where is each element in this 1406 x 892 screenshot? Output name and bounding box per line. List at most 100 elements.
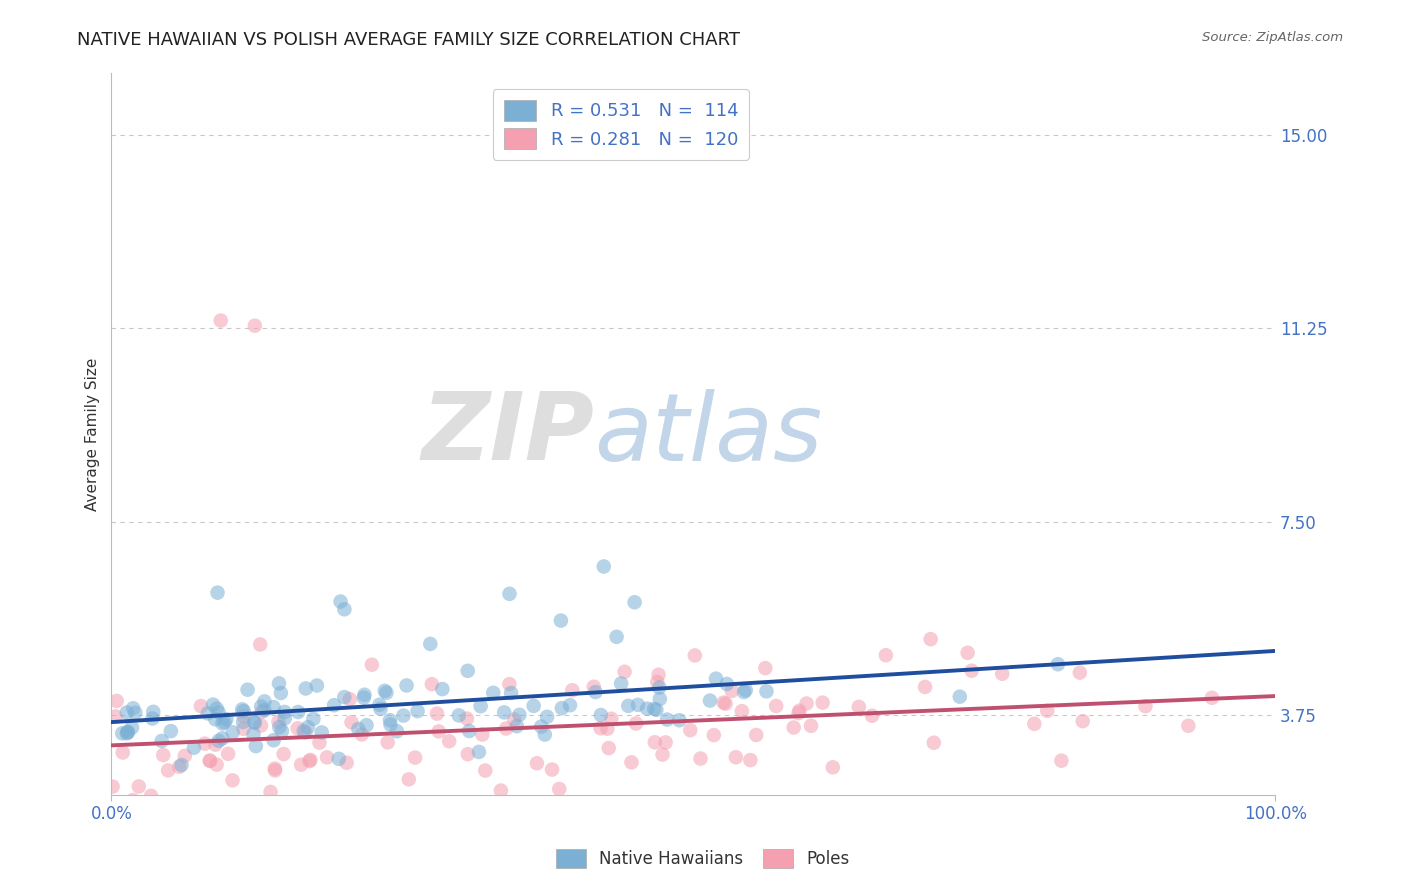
Point <box>482 686 505 700</box>
Point <box>821 760 844 774</box>
Legend: Native Hawaiians, Poles: Native Hawaiians, Poles <box>550 842 856 875</box>
Point <box>848 699 870 714</box>
Point <box>551 701 574 715</box>
Point <box>150 734 173 748</box>
Point <box>596 722 619 736</box>
Point <box>432 682 454 697</box>
Point <box>274 711 297 725</box>
Point <box>211 716 233 731</box>
Point <box>232 709 254 723</box>
Point <box>115 706 138 720</box>
Point <box>645 703 668 717</box>
Point <box>651 747 673 762</box>
Point <box>787 706 810 720</box>
Point <box>426 706 449 721</box>
Point <box>350 727 373 741</box>
Point <box>211 731 233 746</box>
Point <box>270 686 292 700</box>
Point <box>298 754 321 768</box>
Point <box>811 696 834 710</box>
Point <box>713 696 735 710</box>
Point <box>157 764 180 778</box>
Point <box>328 752 350 766</box>
Point <box>105 694 128 708</box>
Point <box>956 646 979 660</box>
Point <box>152 748 174 763</box>
Point <box>647 667 669 681</box>
Point <box>204 738 226 752</box>
Point <box>215 712 238 726</box>
Point <box>190 699 212 714</box>
Point <box>617 698 640 713</box>
Point <box>117 725 139 739</box>
Point <box>636 701 658 715</box>
Point <box>385 724 408 739</box>
Point <box>316 750 339 764</box>
Text: Source: ZipAtlas.com: Source: ZipAtlas.com <box>1202 31 1343 45</box>
Point <box>122 701 145 715</box>
Point <box>498 587 520 601</box>
Point <box>765 698 787 713</box>
Point <box>111 726 134 740</box>
Point <box>654 735 676 749</box>
Point <box>523 698 546 713</box>
Point <box>290 757 312 772</box>
Point <box>195 805 218 820</box>
Point <box>267 676 290 690</box>
Point <box>368 698 391 712</box>
Point <box>470 699 492 714</box>
Point <box>613 665 636 679</box>
Point <box>548 781 571 796</box>
Point <box>716 677 738 691</box>
Point <box>724 750 747 764</box>
Point <box>503 713 526 727</box>
Point <box>456 712 478 726</box>
Point <box>139 789 162 803</box>
Point <box>263 733 285 747</box>
Point <box>243 318 266 333</box>
Point <box>198 754 221 768</box>
Point <box>526 756 548 771</box>
Point <box>217 747 239 761</box>
Point <box>121 721 143 735</box>
Point <box>380 717 402 731</box>
Point <box>249 637 271 651</box>
Point <box>197 706 219 721</box>
Point <box>468 745 491 759</box>
Point <box>267 714 290 729</box>
Point <box>336 756 359 770</box>
Point <box>1069 665 1091 680</box>
Point <box>1024 716 1046 731</box>
Point <box>377 735 399 749</box>
Point <box>208 734 231 748</box>
Point <box>209 313 232 327</box>
Point <box>353 688 375 702</box>
Point <box>302 712 325 726</box>
Point <box>242 727 264 741</box>
Point <box>287 705 309 719</box>
Point <box>648 692 671 706</box>
Point <box>600 712 623 726</box>
Point <box>420 677 443 691</box>
Point <box>374 683 396 698</box>
Point <box>494 706 516 720</box>
Point <box>960 664 983 678</box>
Point <box>378 713 401 727</box>
Point <box>305 679 328 693</box>
Point <box>221 773 243 788</box>
Text: atlas: atlas <box>595 389 823 480</box>
Point <box>205 701 228 715</box>
Point <box>117 724 139 739</box>
Point <box>1177 719 1199 733</box>
Point <box>536 710 558 724</box>
Point <box>339 692 361 706</box>
Point <box>683 648 706 663</box>
Point <box>623 595 645 609</box>
Point <box>1046 657 1069 672</box>
Point <box>533 727 555 741</box>
Point <box>530 720 553 734</box>
Text: ZIP: ZIP <box>422 388 595 480</box>
Point <box>655 713 678 727</box>
Point <box>173 748 195 763</box>
Point <box>198 754 221 768</box>
